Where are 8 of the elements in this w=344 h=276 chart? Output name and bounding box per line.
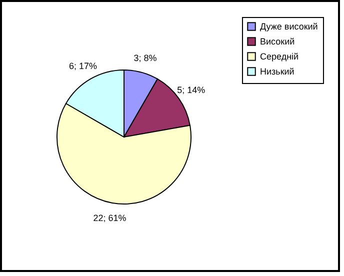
legend-label: Дуже високий [260, 22, 318, 32]
data-label: 6; 17% [68, 60, 98, 71]
legend-label: Низький [260, 66, 294, 76]
legend-label: Високий [260, 36, 295, 46]
legend-label: Середній [260, 52, 299, 62]
data-label: 3; 8% [134, 52, 157, 63]
data-label: 5; 14% [177, 84, 206, 95]
data-label: 22; 61% [93, 212, 126, 223]
